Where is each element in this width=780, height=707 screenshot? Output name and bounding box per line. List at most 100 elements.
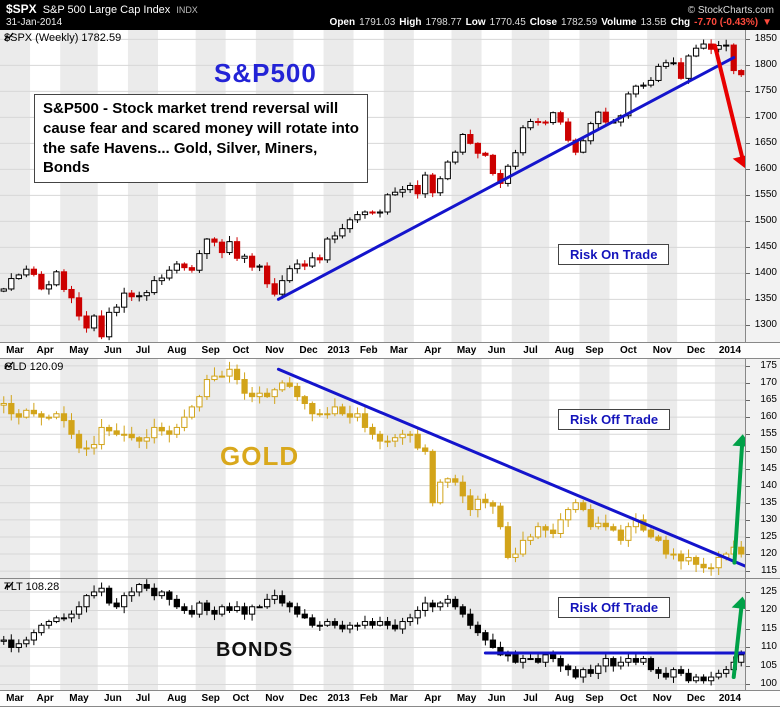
y-tick-mark — [746, 451, 750, 453]
header-title-row: $SPX S&P 500 Large Cap Index INDX © Stoc… — [6, 2, 774, 17]
gld-big-label: GOLD — [220, 441, 300, 471]
tlt-y-axis: 100 105 110 115 120 125 — [745, 579, 780, 690]
y-tick-mark — [746, 365, 750, 367]
change-label: Chg — [670, 17, 691, 28]
y-tick-mark — [746, 485, 750, 487]
x-axis-month-label: Dec — [686, 693, 706, 704]
x-axis-month-label: Aug — [554, 693, 575, 704]
spx-legend-text: $SPX (Weekly) 1782.59 — [4, 32, 122, 44]
trend-lines-group — [276, 367, 745, 568]
x-axis-month-label: Jun — [487, 693, 506, 704]
x-axis-month-label: Apr — [424, 693, 442, 704]
x-axis-year-label: 2013 — [327, 345, 350, 356]
x-axis-year-label: 2014 — [718, 693, 742, 704]
x-axis-month-label: Jul — [523, 345, 538, 356]
x-axis-month-label: Jul — [523, 693, 538, 704]
y-tick-label: 115 — [761, 622, 777, 634]
legend-chart-icon — [4, 361, 14, 370]
gld-legend: GLD 120.09 — [4, 361, 63, 373]
x-axis-month-label: Mar — [389, 345, 408, 356]
exchange-label: INDX — [176, 5, 198, 15]
y-tick-mark — [746, 273, 750, 275]
x-axis-month-label: Nov — [652, 693, 672, 704]
x-axis-month-label: Nov — [652, 345, 672, 356]
x-axis-month-label: May — [456, 693, 477, 704]
spx-y-axis: 1300 1350 1400 1450 1500 1550 1600 1650 1700 1750… — [745, 30, 780, 342]
y-tick-mark — [746, 434, 750, 436]
y-tick-label: 115 — [761, 565, 777, 577]
tlt-panel: TLT 108.28 BONDS Risk Off Trade 100 105 11… — [0, 579, 780, 691]
x-axis-month-label: Feb — [359, 693, 378, 704]
y-tick-label: 1750 — [754, 85, 777, 97]
y-tick-mark — [746, 610, 750, 612]
y-tick-label: 135 — [760, 496, 777, 508]
x-axis-month-label: Dec — [299, 345, 318, 356]
quote-date: 31-Jan-2014 — [6, 17, 63, 28]
y-tick-label: 1700 — [754, 111, 777, 123]
spx-candlestick-svg — [0, 30, 745, 342]
y-tick-label: 1300 — [754, 319, 777, 331]
y-tick-mark — [746, 382, 750, 384]
x-axis-month-label: Apr — [36, 693, 54, 704]
x-axis-year-label: 2013 — [327, 693, 350, 704]
y-tick-label: 120 — [760, 548, 777, 560]
legend-chart-icon — [4, 581, 14, 590]
close-label: Close — [529, 17, 558, 28]
spx-legend: $SPX (Weekly) 1782.59 — [4, 32, 121, 44]
chart-header: $SPX S&P 500 Large Cap Index INDX © Stoc… — [0, 0, 780, 30]
y-tick-mark — [746, 325, 750, 327]
y-tick-label: 125 — [760, 585, 777, 597]
x-axis-month-label: Aug — [167, 693, 187, 704]
trend-lines-group — [483, 596, 745, 680]
x-axis-month-label: Oct — [232, 693, 250, 704]
x-axis-month-label: Oct — [232, 345, 250, 356]
x-axis-months-bottom: Mar Apr May Jun Jul Aug Sep Oct Nov Dec 2013 Feb Mar… — [0, 691, 780, 707]
x-axis-month-label: Apr — [36, 345, 54, 356]
header-quote-row: 31-Jan-2014 Open 1791.03 High 1798.77 Lo… — [6, 17, 774, 30]
copyright: © StockCharts.com — [687, 5, 774, 16]
high-label: High — [399, 17, 422, 28]
open-value: 1791.03 — [359, 17, 396, 28]
x-axis-month-label: Mar — [6, 693, 24, 704]
risk-on-trade-box: Risk On Trade — [558, 244, 670, 265]
x-axis-month-label: Oct — [620, 693, 637, 704]
y-tick-mark — [746, 684, 750, 686]
y-tick-mark — [746, 169, 750, 171]
x-axis-year-label: 2014 — [718, 345, 742, 356]
y-tick-label: 130 — [760, 513, 777, 525]
y-tick-label: 165 — [760, 394, 777, 406]
y-tick-label: 1450 — [754, 241, 777, 253]
x-axis-month-label: Feb — [359, 345, 378, 356]
tlt-risk-off-trade-box: Risk Off Trade — [558, 597, 671, 618]
candles-group — [0, 579, 745, 686]
tlt-plot-area: TLT 108.28 BONDS Risk Off Trade — [0, 579, 745, 690]
y-tick-label: 100 — [760, 678, 777, 690]
x-axis-month-label: Jun — [103, 693, 122, 704]
y-tick-label: 145 — [760, 462, 777, 474]
x-axis-month-label: Aug — [167, 345, 187, 356]
y-tick-mark — [746, 591, 750, 593]
y-tick-label: 125 — [760, 530, 777, 542]
month-bands — [0, 30, 745, 342]
y-tick-mark — [746, 221, 750, 223]
y-tick-mark — [746, 502, 750, 504]
tlt-candlestick-svg — [0, 579, 745, 690]
x-axis-month-label: Dec — [299, 693, 318, 704]
x-axis-month-label: Nov — [265, 693, 285, 704]
y-tick-mark — [746, 91, 750, 93]
x-axis-month-label: Nov — [265, 345, 285, 356]
y-tick-mark — [746, 647, 750, 649]
y-tick-mark — [746, 195, 750, 197]
y-tick-label: 105 — [760, 659, 777, 671]
low-value: 1770.45 — [489, 17, 526, 28]
x-axis-month-label: Dec — [686, 345, 706, 356]
open-label: Open — [329, 17, 356, 28]
y-tick-label: 1500 — [754, 215, 777, 227]
y-tick-label: 1800 — [754, 59, 777, 71]
y-tick-mark — [746, 65, 750, 67]
y-tick-mark — [746, 400, 750, 402]
x-axis-month-label: Mar — [389, 693, 408, 704]
y-tick-label: 1550 — [754, 189, 777, 201]
x-axis-months-top: Mar Apr May Jun Jul Aug Sep Oct Nov Dec 2013 Feb Mar… — [0, 343, 780, 359]
y-tick-label: 1650 — [754, 137, 777, 149]
